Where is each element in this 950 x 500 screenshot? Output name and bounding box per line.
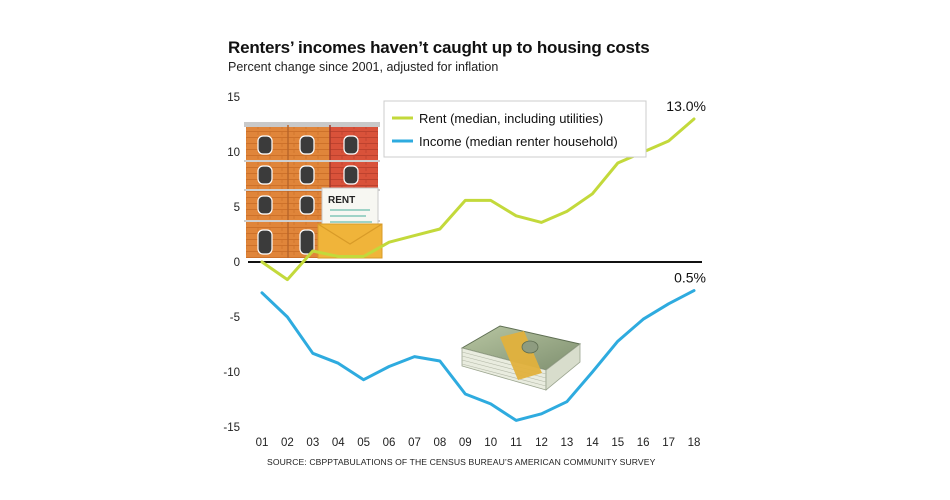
- x-tick-label: 09: [459, 437, 472, 449]
- x-tick-label: 01: [256, 437, 269, 449]
- x-tick-label: 13: [561, 437, 574, 449]
- y-tick-label: 15: [227, 92, 240, 104]
- x-tick-label: 04: [332, 437, 345, 449]
- x-tick-label: 16: [637, 437, 650, 449]
- cash-stack-illustration: [460, 325, 582, 391]
- y-tick-label: -10: [223, 367, 240, 379]
- x-tick-label: 06: [383, 437, 396, 449]
- x-tick-label: 18: [688, 437, 701, 449]
- rent-document-icon: RENT: [317, 187, 383, 259]
- y-tick-label: 0: [234, 257, 240, 269]
- income-end-label: 0.5%: [674, 270, 706, 286]
- y-tick-label: 5: [234, 202, 240, 214]
- x-tick-label: 08: [433, 437, 446, 449]
- y-tick-label: 10: [227, 147, 240, 159]
- x-tick-label: 14: [586, 437, 599, 449]
- x-tick-label: 07: [408, 437, 421, 449]
- x-tick-label: 17: [662, 437, 675, 449]
- x-tick-label: 11: [510, 437, 522, 449]
- x-tick-label: 15: [611, 437, 624, 449]
- rent-series-line: [260, 117, 696, 282]
- chart-subtitle: Percent change since 2001, adjusted for …: [228, 60, 499, 74]
- legend-label-rent: Rent (median, including utilities): [419, 111, 603, 126]
- legend: Rent (median, including utilities) Incom…: [383, 100, 647, 158]
- y-tick-label: -5: [230, 312, 240, 324]
- legend-label-income: Income (median renter household): [419, 134, 618, 149]
- x-tick-label: 03: [306, 437, 319, 449]
- y-tick-label: -15: [223, 422, 240, 434]
- x-tick-label: 12: [535, 437, 548, 449]
- x-tick-label: 05: [357, 437, 370, 449]
- rent-end-label: 13.0%: [666, 98, 706, 114]
- income-series-line: [260, 289, 696, 422]
- svg-text:RENT: RENT: [328, 195, 355, 206]
- chart-title: Renters’ incomes haven’t caught up to ho…: [228, 38, 650, 57]
- source-note: SOURCE: CBPPTABULATIONS OF THE CENSUS BU…: [267, 457, 656, 467]
- x-tick-label: 02: [281, 437, 294, 449]
- x-tick-label: 10: [484, 437, 497, 449]
